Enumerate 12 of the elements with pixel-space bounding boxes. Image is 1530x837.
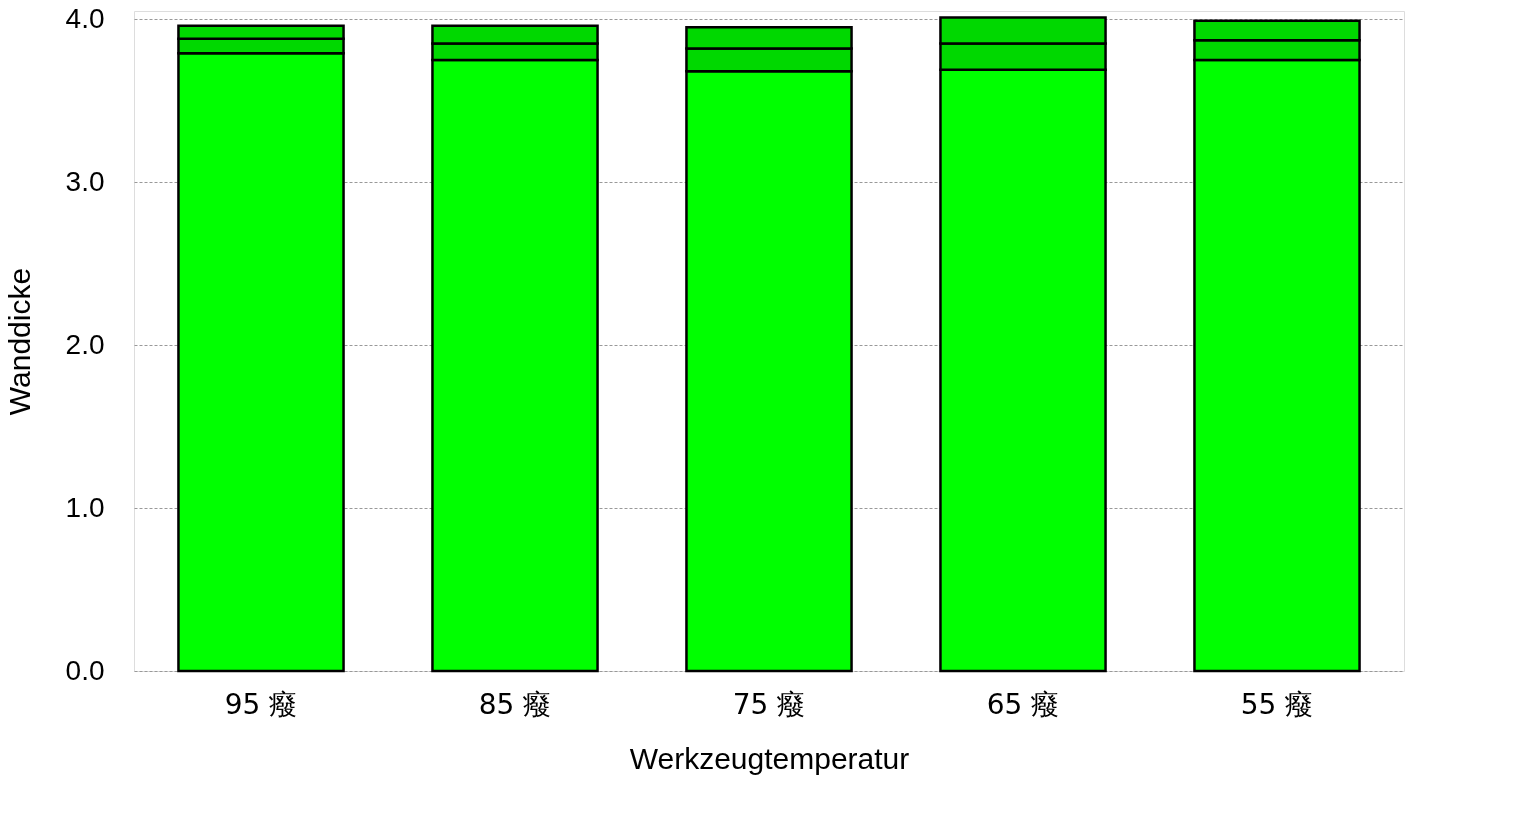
y-axis-title: Wanddicke — [2, 267, 36, 416]
x-tick-label: 95 癈 — [224, 687, 298, 721]
y-tick-label: 1.0 — [65, 491, 105, 523]
x-tick-label: 85 癈 — [478, 687, 552, 721]
x-tick-label: 75 癈 — [732, 687, 806, 721]
y-tick-label: 2.0 — [65, 328, 105, 360]
y-tick-label: 0.0 — [65, 654, 105, 686]
x-tick-label: 65 癈 — [986, 687, 1060, 721]
x-tick-label: 55 癈 — [1240, 687, 1314, 721]
y-tick-label: 4.0 — [65, 2, 105, 34]
y-tick-label: 3.0 — [65, 165, 105, 197]
x-axis-title: Werkzeugtemperatur — [629, 741, 910, 775]
